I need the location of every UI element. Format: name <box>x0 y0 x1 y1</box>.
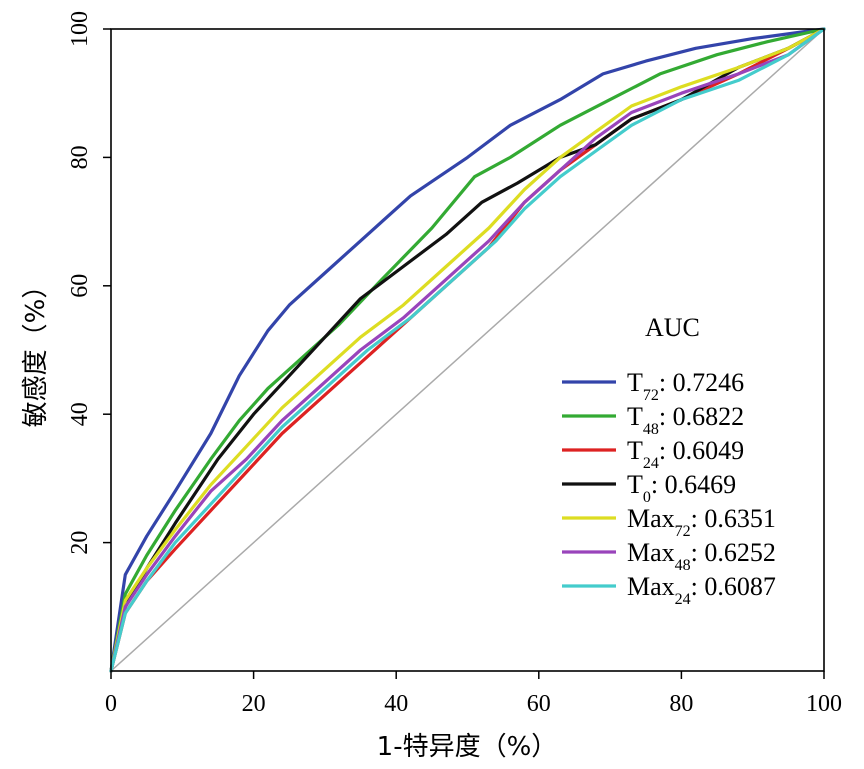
series-layer <box>109 27 826 673</box>
legend-auc: : 0.7246 <box>659 368 744 397</box>
series-line-max24 <box>109 27 826 673</box>
x-tick-label: 60 <box>527 691 551 717</box>
y-tick-label: 20 <box>67 531 93 555</box>
x-tick-label: 20 <box>242 691 266 717</box>
legend-auc: : 0.6822 <box>659 402 744 431</box>
legend-base: Max <box>627 538 675 567</box>
y-tick-label: 100 <box>67 11 93 47</box>
x-axis-label: 1-特异度（%） <box>377 732 558 762</box>
legend-auc: : 0.6252 <box>691 538 776 567</box>
y-tick-label: 40 <box>67 402 93 426</box>
legend-entry-t24: T24: 0.6049 <box>627 436 744 472</box>
series-line-max48 <box>109 27 826 673</box>
legend-base: T <box>627 470 643 499</box>
legend-entry-max24: Max24: 0.6087 <box>627 572 776 608</box>
series-line-t72 <box>109 27 826 673</box>
series-line-t48 <box>109 27 826 673</box>
legend-base: T <box>627 402 643 431</box>
plot-frame <box>110 28 825 672</box>
x-tick-label: 100 <box>806 691 842 717</box>
legend-base: T <box>627 368 643 397</box>
legend-entry-max72: Max72: 0.6351 <box>627 504 776 540</box>
x-tick-label: 0 <box>105 691 117 717</box>
y-tick-label: 60 <box>67 274 93 298</box>
legend-title: AUC <box>645 313 700 342</box>
legend-base: Max <box>627 572 675 601</box>
axis-ticks: 0 20 40 60 80 100 20 40 60 80 100 <box>67 11 842 717</box>
x-tick-label: 40 <box>384 691 408 717</box>
legend-subscript: 24 <box>675 591 691 608</box>
legend-subscript: 48 <box>643 421 659 438</box>
reference-line-layer <box>110 28 825 672</box>
y-axis-label: 敏感度（%） <box>21 273 51 428</box>
legend-auc: : 0.6087 <box>691 572 776 601</box>
legend-entry-t0: T0: 0.6469 <box>627 470 736 506</box>
x-tick-label: 80 <box>669 691 693 717</box>
legend-base: T <box>627 436 643 465</box>
legend-subscript: 72 <box>675 523 691 540</box>
legend-entry-t72: T72: 0.7246 <box>627 368 744 404</box>
legend-auc: : 0.6469 <box>651 470 736 499</box>
legend-subscript: 0 <box>643 489 651 506</box>
legend-auc: : 0.6049 <box>659 436 744 465</box>
series-line-max72 <box>109 27 826 673</box>
legend-subscript: 72 <box>643 387 659 404</box>
legend-entry-t48: T48: 0.6822 <box>627 402 744 438</box>
y-tick-label: 80 <box>67 145 93 169</box>
legend-entry-max48: Max48: 0.6252 <box>627 538 776 574</box>
reference-line <box>110 28 825 672</box>
legend-auc: : 0.6351 <box>691 504 776 533</box>
legend-subscript: 48 <box>675 557 691 574</box>
legend-subscript: 24 <box>643 455 659 472</box>
legend-base: Max <box>627 504 675 533</box>
